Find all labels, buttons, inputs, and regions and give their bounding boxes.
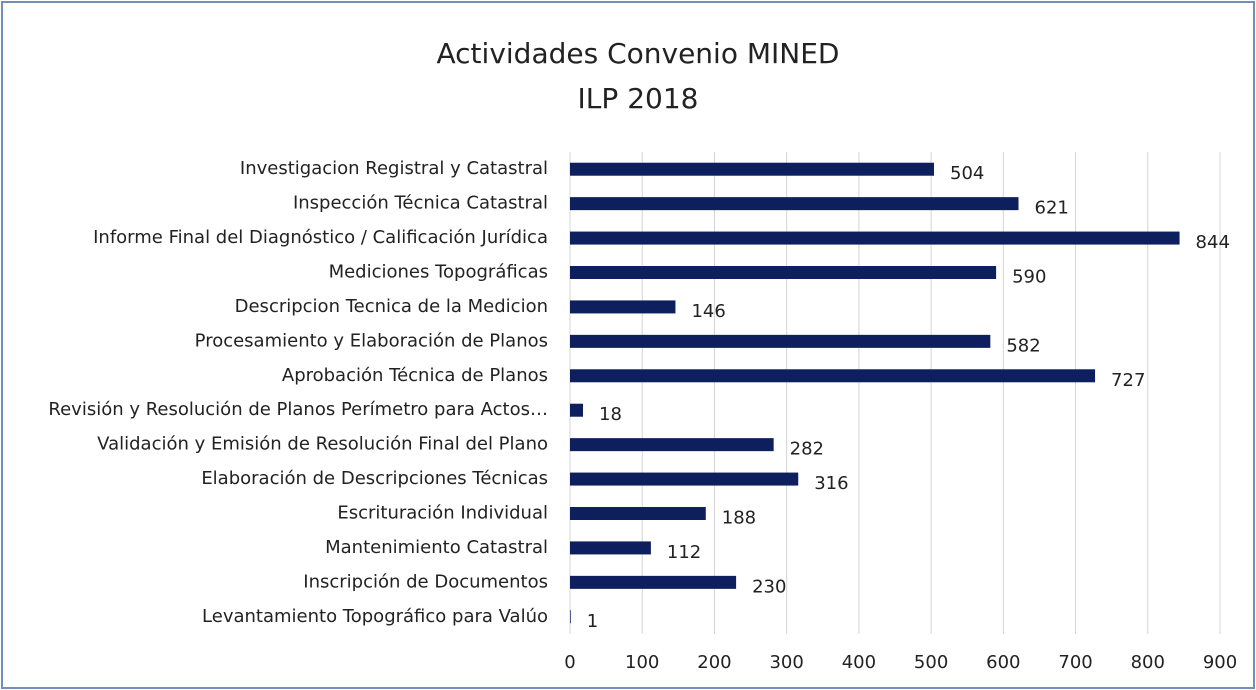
y-tick-label: Mantenimiento Catastral — [325, 537, 548, 558]
y-tick-label: Inspección Técnica Catastral — [293, 193, 548, 214]
data-label: 727 — [1111, 370, 1145, 391]
bar — [570, 438, 774, 452]
bar — [570, 266, 997, 279]
data-label: 582 — [1006, 335, 1040, 356]
x-tick-label: 800 — [1131, 652, 1165, 673]
y-tick-label: Procesamiento y Elaboración de Planos — [195, 330, 548, 351]
x-tick-label: 300 — [769, 652, 803, 673]
x-tick-label: 600 — [986, 652, 1020, 673]
y-tick-label: Levantamiento Topográfico para Valúo — [202, 606, 548, 627]
bar — [570, 541, 651, 555]
data-label: 590 — [1012, 267, 1046, 288]
chart-title: Actividades Convenio MINED — [437, 37, 840, 70]
data-label: 188 — [722, 508, 756, 529]
bar — [570, 334, 991, 348]
y-tick-label: Investigacion Registral y Catastral — [240, 158, 548, 179]
bar — [570, 472, 799, 486]
x-tick-label: 500 — [914, 652, 948, 673]
y-tick-label: Validación y Emisión de Resolución Final… — [97, 434, 548, 455]
x-tick-label: 100 — [625, 652, 659, 673]
data-label: 282 — [790, 439, 824, 460]
data-label: 1 — [587, 611, 598, 632]
y-tick-label: Escrituración Individual — [337, 503, 548, 524]
x-tick-label: 900 — [1203, 652, 1237, 673]
bar — [570, 575, 737, 589]
bar — [570, 231, 1180, 245]
y-tick-label: Mediciones Topográficas — [329, 262, 548, 283]
bar — [570, 369, 1096, 383]
bar — [570, 403, 583, 417]
data-label: 18 — [599, 404, 622, 425]
bar — [570, 507, 706, 520]
x-tick-label: 0 — [564, 652, 575, 673]
y-tick-label: Inscripción de Documentos — [303, 571, 548, 592]
data-label: 230 — [752, 576, 786, 597]
x-tick-label: 700 — [1058, 652, 1092, 673]
bar — [570, 162, 934, 176]
data-label: 844 — [1196, 232, 1230, 253]
x-tick-label: 400 — [842, 652, 876, 673]
data-label: 112 — [667, 542, 701, 563]
y-tick-label: Descripcion Tecnica de la Medicion — [235, 296, 548, 317]
y-tick-label: Revisión y Resolución de Planos Perímetr… — [48, 399, 548, 420]
data-label: 146 — [691, 301, 725, 322]
chart-title: ILP 2018 — [578, 82, 699, 115]
bar — [570, 300, 676, 314]
y-tick-label: Aprobación Técnica de Planos — [282, 365, 548, 386]
bar — [570, 610, 571, 624]
bar — [570, 197, 1019, 211]
x-tick-label: 200 — [697, 652, 731, 673]
y-tick-label: Informe Final del Diagnóstico / Califica… — [93, 227, 548, 248]
data-label: 621 — [1035, 198, 1069, 219]
data-label: 504 — [950, 163, 984, 184]
y-tick-label: Elaboración de Descripciones Técnicas — [201, 468, 548, 489]
data-label: 316 — [814, 473, 848, 494]
